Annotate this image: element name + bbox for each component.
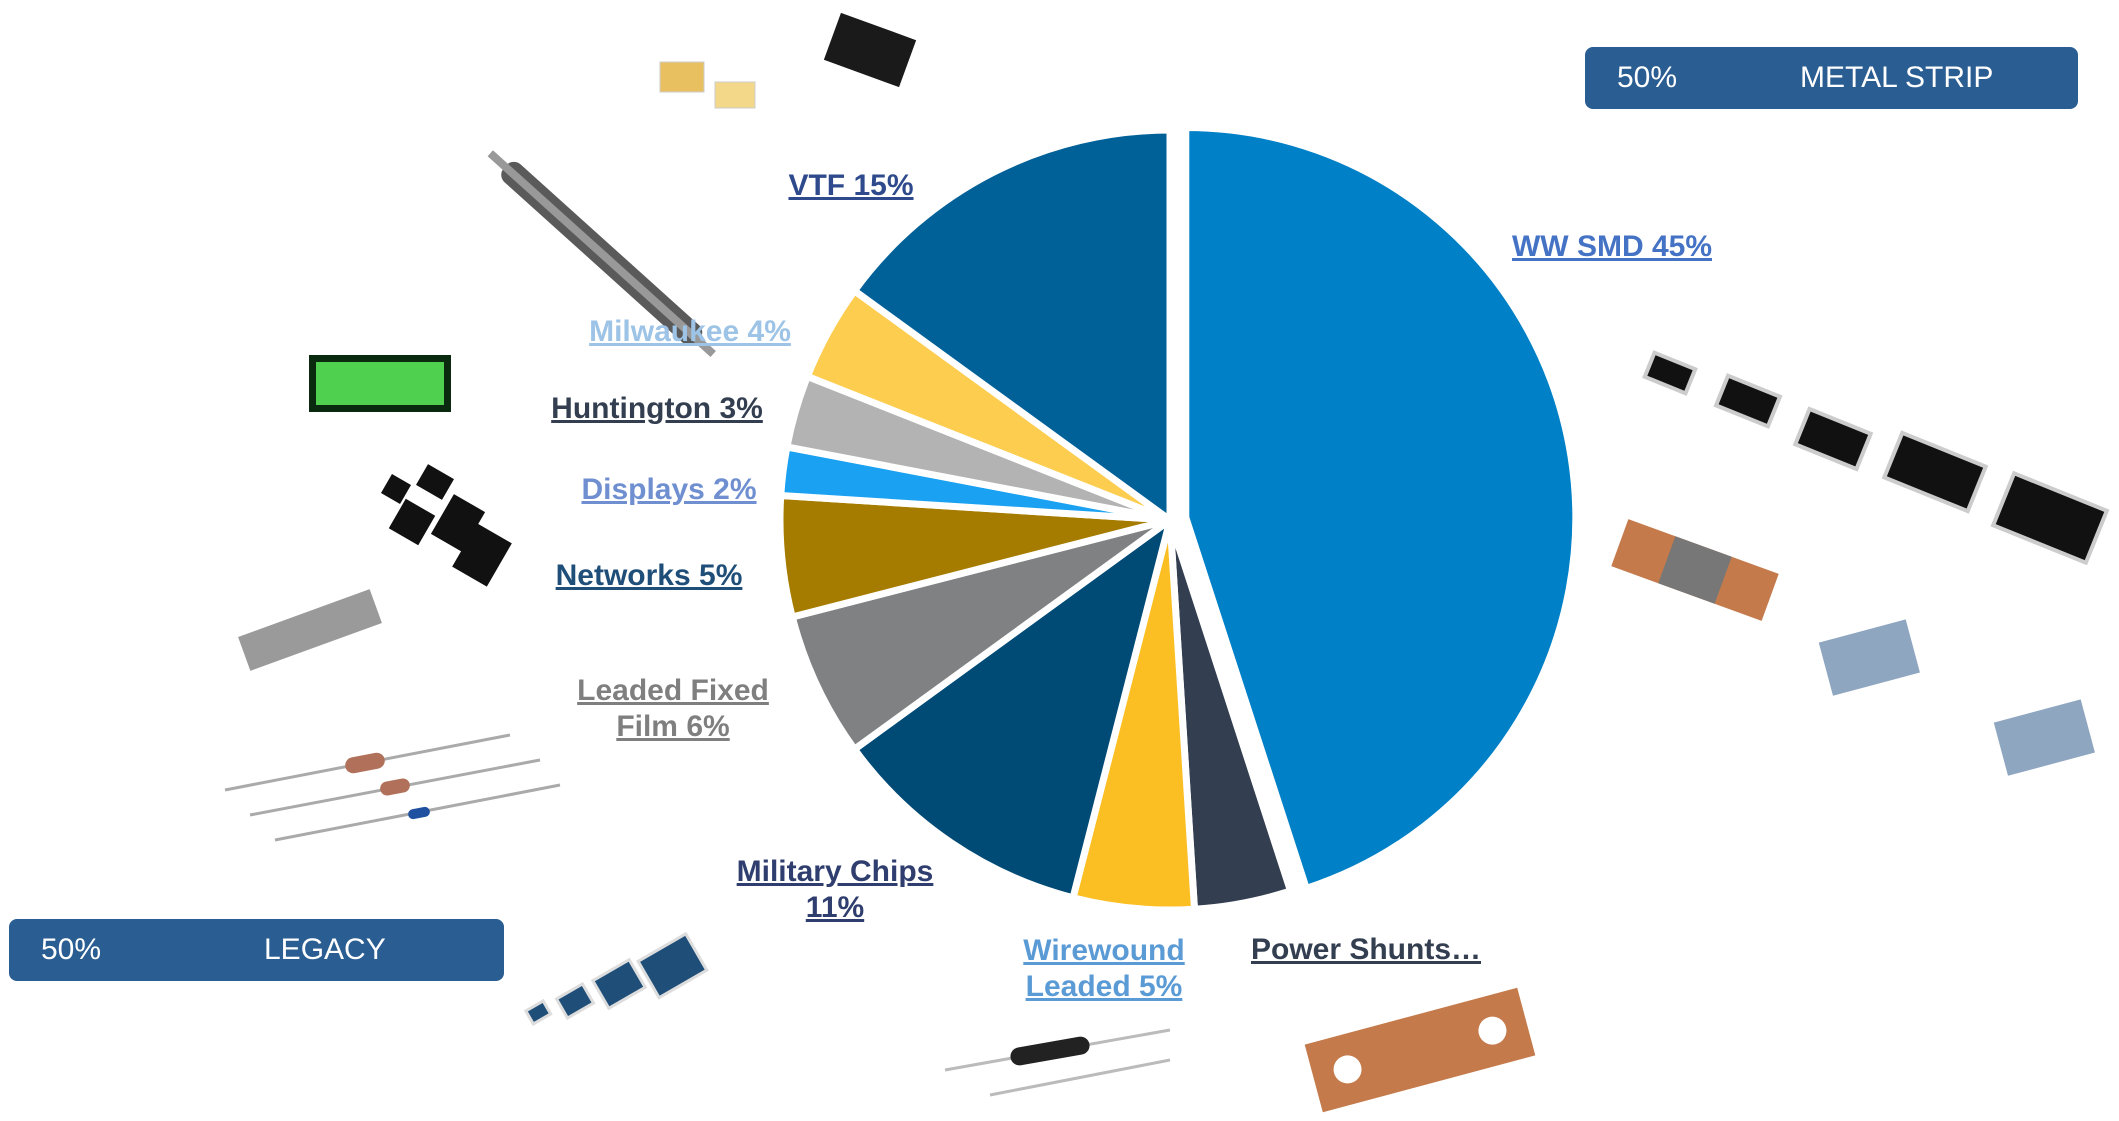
slice-label: Networks 5% xyxy=(555,559,743,592)
callout-label: LEGACY xyxy=(264,933,386,966)
metal-strip xyxy=(1993,699,2095,776)
product-images xyxy=(224,12,2110,1113)
resistor xyxy=(1010,1036,1090,1066)
slice-label: Displays 2% xyxy=(581,473,757,506)
callout-percent: 50% xyxy=(41,933,102,966)
resistor xyxy=(345,752,385,774)
chip xyxy=(659,61,705,93)
smd-chips xyxy=(380,464,512,587)
slice-label: VTF 15% xyxy=(788,169,914,202)
slice-label: Leaded Fixed Film 6% xyxy=(577,674,769,743)
wire-spring xyxy=(487,150,716,357)
slice-label: Military Chips 11% xyxy=(736,855,934,924)
resistor xyxy=(380,778,410,796)
metal-strip xyxy=(1611,519,1779,621)
slice-label: WW SMD 45% xyxy=(1511,230,1712,263)
pie-slice xyxy=(850,516,1174,902)
callout-legacy: 50% LEGACY xyxy=(9,919,504,981)
thin-film-chips xyxy=(523,931,709,1026)
slice-label: Power Shunts… xyxy=(1250,933,1482,966)
callout-metal-strip: 50% METAL STRIP xyxy=(1585,47,2078,109)
callout-percent: 50% xyxy=(1617,61,1678,94)
soic xyxy=(823,12,917,88)
metal-strip xyxy=(1818,619,1920,696)
resistor xyxy=(408,806,430,820)
shunt xyxy=(1304,987,1536,1113)
network xyxy=(238,589,382,671)
wirewound-leaded xyxy=(944,1028,1171,1097)
callout-label: METAL STRIP xyxy=(1800,61,1994,94)
ww-smd-chips xyxy=(1642,350,2110,566)
pie-slice xyxy=(850,126,1174,524)
slice-label: Milwaukee 4% xyxy=(589,315,791,348)
display-screen xyxy=(316,362,444,405)
chip xyxy=(714,81,756,109)
pie-slice xyxy=(1182,123,1580,892)
slice-label: Wirewound Leaded 5% xyxy=(1023,934,1185,1003)
slice-label: Huntington 3% xyxy=(551,392,763,425)
